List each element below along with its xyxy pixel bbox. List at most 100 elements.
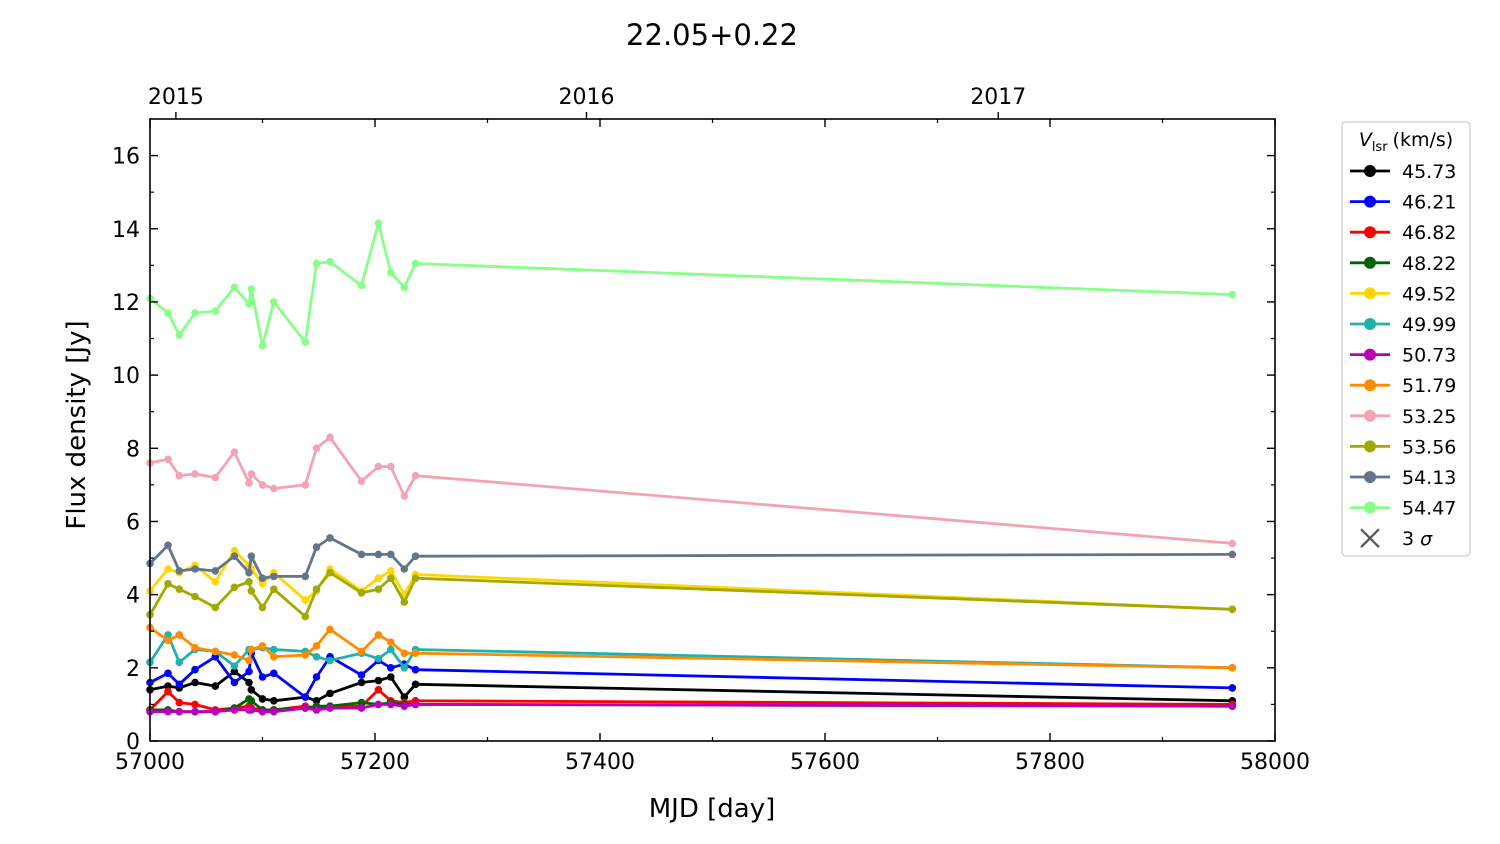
data-point bbox=[1228, 664, 1237, 672]
data-point bbox=[357, 550, 366, 559]
data-point bbox=[411, 552, 420, 560]
data-point bbox=[357, 678, 366, 687]
data-point bbox=[387, 664, 395, 672]
data-point bbox=[230, 651, 239, 659]
x-tick-label: 57600 bbox=[790, 750, 860, 775]
data-point bbox=[301, 572, 310, 581]
legend-item: 46.21 bbox=[1350, 192, 1456, 214]
series-layer bbox=[146, 219, 1237, 716]
legend-item: 49.52 bbox=[1350, 283, 1456, 305]
legend: Vlsr (km/s) 45.73 46.21 46.82 48.22 49.52 49.9… bbox=[1341, 121, 1471, 557]
data-point bbox=[245, 479, 253, 487]
data-point bbox=[175, 631, 184, 639]
legend-marker bbox=[1364, 226, 1376, 239]
series-53.56 bbox=[146, 568, 1237, 621]
data-point bbox=[258, 707, 267, 716]
legend-label: 50.73 bbox=[1402, 345, 1456, 367]
data-point bbox=[258, 579, 267, 588]
data-point bbox=[312, 706, 321, 714]
data-point bbox=[164, 541, 172, 550]
legend-label: 3 σ bbox=[1402, 528, 1433, 550]
data-point bbox=[301, 338, 310, 347]
data-point bbox=[211, 603, 220, 612]
data-point bbox=[164, 455, 172, 464]
series-54.13 bbox=[146, 534, 1237, 582]
data-point bbox=[312, 259, 321, 268]
legend-label: 49.99 bbox=[1402, 314, 1456, 336]
x-tick-label: 57800 bbox=[1015, 750, 1085, 775]
x-tick-label: 58000 bbox=[1240, 750, 1310, 775]
data-point bbox=[312, 673, 321, 681]
legend-marker bbox=[1364, 440, 1376, 453]
data-point bbox=[245, 300, 253, 308]
data-point bbox=[326, 689, 334, 698]
y-tick-label: 2 bbox=[126, 657, 140, 682]
data-point bbox=[326, 534, 334, 542]
data-point bbox=[387, 462, 395, 471]
data-point bbox=[164, 707, 172, 716]
legend-label: 53.25 bbox=[1402, 406, 1456, 428]
data-point bbox=[191, 700, 199, 709]
data-point bbox=[357, 704, 366, 712]
data-point bbox=[374, 219, 383, 228]
data-point bbox=[164, 636, 172, 645]
data-point bbox=[175, 707, 184, 716]
legend-label: 45.73 bbox=[1402, 161, 1456, 183]
data-point bbox=[270, 585, 278, 593]
data-point bbox=[191, 665, 199, 674]
data-point bbox=[191, 678, 199, 687]
data-point bbox=[211, 653, 220, 661]
data-point bbox=[230, 552, 239, 560]
data-point bbox=[400, 492, 409, 500]
data-point bbox=[326, 625, 334, 634]
data-point bbox=[175, 698, 184, 707]
data-point bbox=[191, 592, 199, 601]
data-point bbox=[374, 631, 383, 639]
data-point bbox=[411, 700, 420, 709]
data-point bbox=[312, 697, 321, 705]
data-point bbox=[312, 653, 321, 661]
data-point bbox=[191, 470, 199, 478]
data-point bbox=[211, 473, 220, 482]
data-point bbox=[245, 578, 253, 586]
data-point bbox=[230, 283, 239, 292]
data-point bbox=[258, 603, 267, 612]
data-point bbox=[357, 647, 366, 656]
data-point bbox=[301, 612, 310, 621]
data-point bbox=[374, 700, 383, 709]
y-tick-label: 0 bbox=[126, 730, 140, 755]
data-point bbox=[326, 257, 334, 266]
data-point bbox=[247, 645, 256, 654]
legend-marker bbox=[1364, 409, 1376, 422]
data-point bbox=[387, 268, 395, 277]
data-point bbox=[326, 568, 334, 577]
data-point bbox=[357, 477, 366, 486]
data-point bbox=[374, 550, 383, 559]
legend-marker bbox=[1364, 195, 1376, 208]
data-point bbox=[230, 583, 239, 592]
x-axis-title: MJD [day] bbox=[649, 794, 776, 824]
data-point bbox=[164, 687, 172, 696]
series-45.73 bbox=[146, 667, 1237, 705]
data-point bbox=[270, 484, 278, 493]
data-point bbox=[1228, 605, 1237, 614]
data-point bbox=[270, 298, 278, 306]
data-point bbox=[301, 596, 310, 604]
legend-items: 45.73 46.21 46.82 48.22 49.52 49.99 50.73 51.79… bbox=[1350, 161, 1456, 550]
data-point bbox=[164, 579, 172, 588]
data-point bbox=[400, 664, 409, 672]
data-point bbox=[245, 656, 253, 665]
data-point bbox=[247, 686, 256, 694]
y-tick-label: 16 bbox=[112, 145, 140, 170]
chart-title: 22.05+0.22 bbox=[626, 18, 798, 52]
data-point bbox=[247, 470, 256, 478]
data-point bbox=[1228, 290, 1237, 299]
year-tick-label: 2016 bbox=[559, 85, 615, 110]
data-point bbox=[191, 707, 199, 716]
data-point bbox=[211, 578, 220, 586]
data-point bbox=[270, 645, 278, 654]
series-line bbox=[149, 536, 1233, 580]
data-point bbox=[387, 645, 395, 654]
data-point bbox=[387, 550, 395, 559]
legend-label: 54.13 bbox=[1402, 467, 1456, 489]
